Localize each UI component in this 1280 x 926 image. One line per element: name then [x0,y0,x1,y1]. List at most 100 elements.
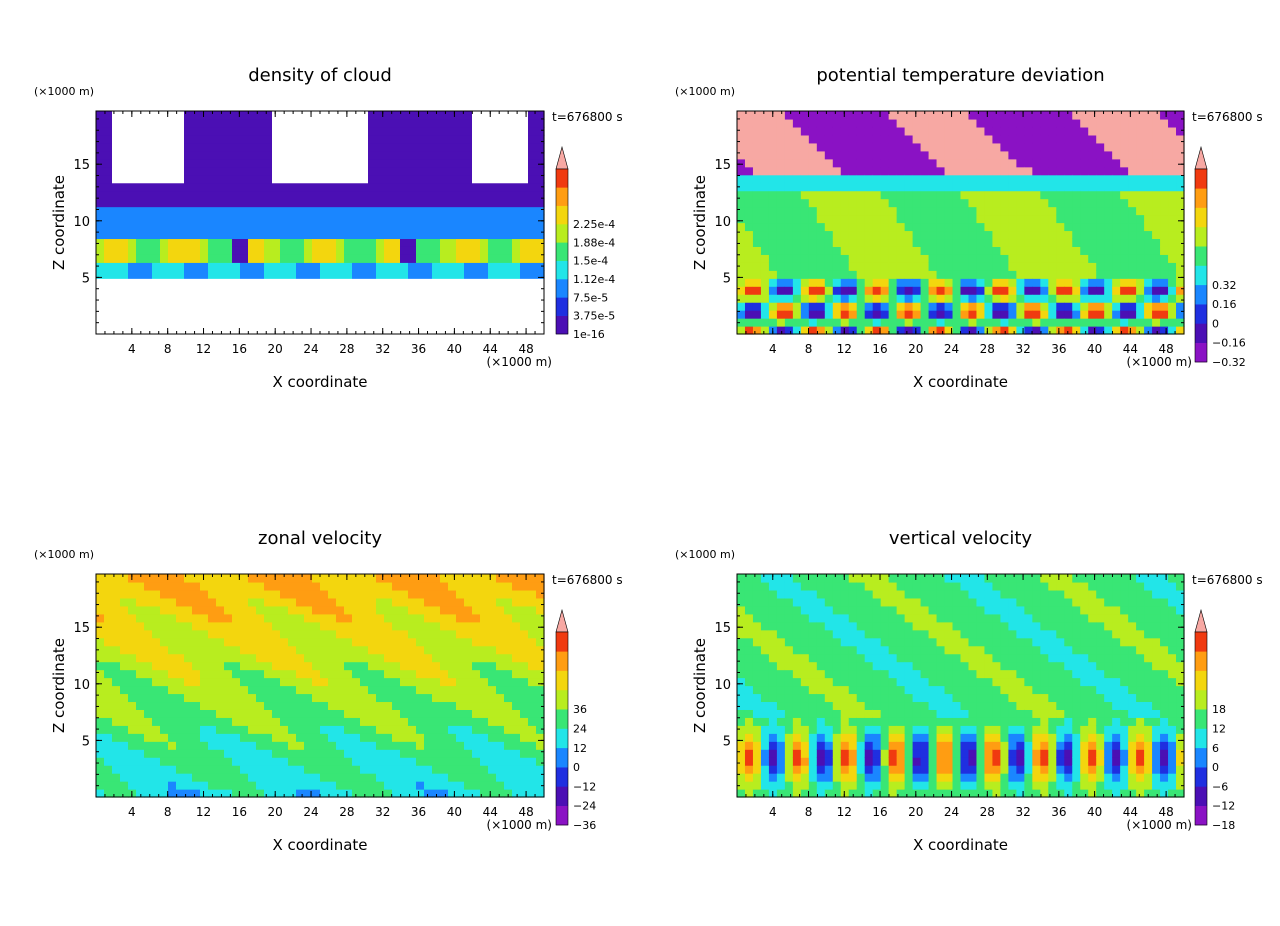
field-cell [216,725,225,734]
field-cell [160,757,169,766]
field-cell [784,302,794,311]
field-cell [160,717,169,726]
field-cell [472,621,481,631]
field-cell [528,150,537,160]
field-cell [360,302,369,311]
field-cell [1080,270,1089,279]
field-cell [1112,174,1121,184]
field-cell [352,158,361,168]
field-cell [168,597,177,607]
field-cell [464,749,473,758]
field-cell [440,701,449,710]
field-cell [232,781,241,790]
field-cell [792,230,802,240]
field-cell [224,294,233,303]
field-cell [464,637,473,647]
field-cell [392,214,401,224]
field-cell [1096,318,1105,327]
field-cell [1016,198,1025,208]
field-cell [280,629,289,639]
field-cell [176,174,185,184]
field-cell [320,198,329,208]
field-cell [112,629,121,639]
field-cell [424,134,433,144]
field-cell [520,126,529,136]
field-cell [512,286,521,295]
field-cell [176,326,185,335]
field-cell [1048,150,1057,160]
field-cell [1120,158,1129,168]
field-cell [456,597,465,607]
field-cell [448,310,457,319]
field-cell [472,733,481,742]
field-cell [464,701,473,710]
field-cell [784,118,794,128]
field-cell [272,326,281,335]
field-cell [872,126,882,136]
field-cell [784,111,794,120]
field-cell [272,310,281,319]
field-cell [264,629,273,639]
field-cell [160,605,169,615]
field-cell [1096,238,1105,247]
field-cell [888,174,898,184]
field-cell [304,597,313,607]
field-cell [192,781,201,790]
field-cell [112,318,121,327]
field-cell [384,310,393,319]
field-cell [96,142,105,152]
field-cell [1104,134,1113,144]
field-cell [1160,310,1169,319]
field-cell [104,166,113,176]
field-cell [360,222,369,232]
field-cell [1112,158,1121,168]
field-cell [1088,118,1097,128]
field-cell [808,174,818,184]
field-cell [368,589,377,599]
x-tick-label: 24 [303,342,318,356]
field-cell [816,206,826,216]
field-cell [488,222,497,232]
field-cell [328,605,337,615]
field-cell [992,254,1002,263]
field-cell [832,174,842,184]
field-cell [480,166,489,176]
field-cell [816,166,826,176]
field-cell [384,741,393,750]
field-cell [352,134,361,144]
field-cell [520,286,529,295]
field-cell [944,111,954,120]
field-cell [456,741,465,750]
field-cell [752,222,762,232]
field-cell [424,270,433,279]
field-cell [512,302,521,311]
field-cell [304,134,313,144]
field-cell [176,230,185,240]
field-cell [840,238,850,247]
field-cell [168,789,177,798]
field-cell [160,741,169,750]
field-cell [224,677,233,687]
field-cell [1016,326,1025,335]
field-cell [408,765,417,774]
field-cell [144,733,153,742]
field-cell [368,166,377,176]
field-cell [104,589,113,599]
field-cell [776,174,786,184]
field-cell [504,701,513,710]
field-cell [136,789,145,798]
field-cell [440,613,449,623]
field-cell [312,182,321,192]
field-cell [536,206,545,216]
field-cell [1088,174,1097,184]
field-cell [928,126,938,136]
field-cell [336,270,345,279]
field-cell [480,757,489,766]
field-cell [160,246,169,255]
field-cell [432,254,441,263]
field-cell [328,310,337,319]
field-cell [280,126,289,136]
field-cell [1160,206,1169,216]
field-cell [328,741,337,750]
field-cell [752,198,762,208]
